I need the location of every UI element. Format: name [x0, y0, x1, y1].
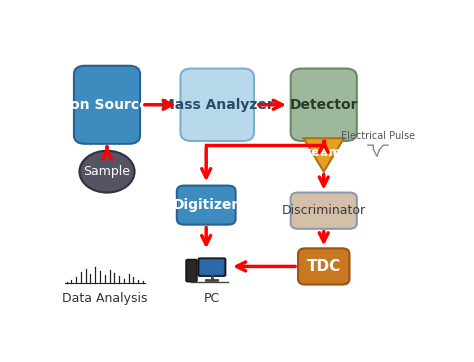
- FancyBboxPatch shape: [291, 193, 357, 229]
- Text: Sample: Sample: [83, 165, 130, 178]
- Text: Discriminator: Discriminator: [282, 204, 366, 217]
- FancyBboxPatch shape: [186, 260, 197, 282]
- Circle shape: [80, 151, 135, 193]
- Text: Data Analysis: Data Analysis: [63, 292, 148, 305]
- Text: TDC: TDC: [307, 259, 341, 274]
- FancyBboxPatch shape: [74, 66, 140, 144]
- Polygon shape: [303, 138, 344, 172]
- Text: Detector: Detector: [290, 98, 358, 112]
- FancyBboxPatch shape: [298, 248, 349, 285]
- Text: Preamp: Preamp: [297, 146, 351, 159]
- FancyBboxPatch shape: [291, 68, 357, 141]
- Text: Digitizer: Digitizer: [173, 198, 239, 212]
- Text: Electrical Pulse: Electrical Pulse: [341, 131, 416, 141]
- FancyBboxPatch shape: [177, 186, 236, 224]
- FancyBboxPatch shape: [198, 258, 226, 276]
- Text: Ion Source: Ion Source: [65, 98, 149, 112]
- Text: Mass Analyzer: Mass Analyzer: [161, 98, 273, 112]
- FancyBboxPatch shape: [200, 259, 224, 275]
- Text: PC: PC: [203, 292, 220, 305]
- FancyBboxPatch shape: [181, 68, 254, 141]
